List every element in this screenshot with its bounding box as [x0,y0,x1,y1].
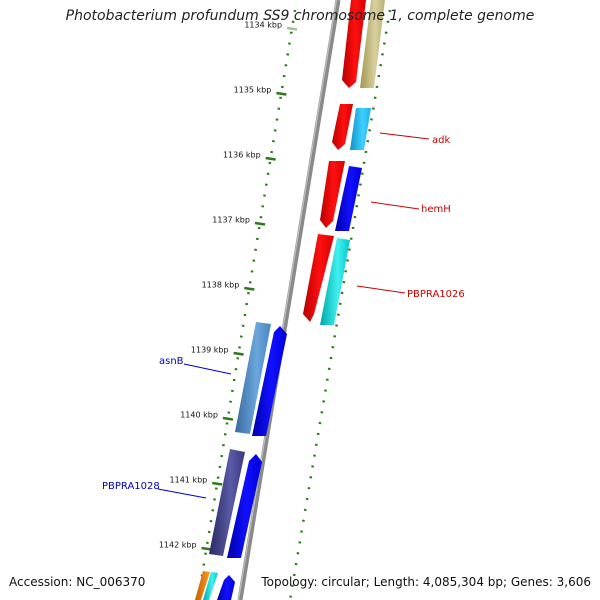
kbp-tick-labels: 1134 kbp 1135 kbp 1136 kbp 1137 kbp 1138 kbp… [159,21,282,550]
gene-label-hemH[interactable]: hemH [421,204,451,215]
kbp-tick [286,26,298,31]
chromosome-backbone [237,0,341,600]
gene-hemH[interactable] [320,161,345,228]
gene-block-hemH[interactable] [320,161,362,231]
gene-label-adk[interactable]: adk [432,135,450,146]
kbp-tick-label: 1137 kbp [212,216,250,225]
accession-text: Accession: NC_006370 [9,575,146,589]
gene-orange-bottom[interactable] [195,571,210,600]
kbp-tick-label: 1140 kbp [180,411,218,420]
gene-hemH-partner[interactable] [335,166,362,231]
leader-PBPRA1028 [157,488,207,499]
leader-hemH [370,201,420,210]
gene-blue-bottom[interactable] [217,575,235,600]
genome-title: Photobacterium profundum SS9 chromosome … [65,8,535,24]
kbp-tick [212,481,223,486]
gene-PBPRA1028-arrow[interactable] [227,454,262,558]
kbp-tick-label: 1135 kbp [234,86,272,95]
kbp-tick-label: 1141 kbp [170,476,208,485]
gene-PBPRA1026-partner[interactable] [320,238,350,325]
gene-label-PBPRA1026[interactable]: PBPRA1026 [407,289,465,300]
kbp-tick [265,156,276,161]
kbp-tick [276,91,287,96]
kbp-tick-label: 1138 kbp [202,281,240,290]
kbp-tick [201,546,212,551]
leader-PBPRA1026 [356,285,406,294]
right-dotted-guide [288,9,392,600]
gene-block-top[interactable] [342,0,385,88]
gene-teal-bottom[interactable] [203,572,218,600]
chromosome-backbone-highlight [237,0,338,600]
kbp-tick-label: 1142 kbp [159,541,197,550]
leader-adk [379,132,430,140]
gene-adk[interactable] [332,104,353,150]
gene-block-PBPRA1028[interactable] [209,449,262,558]
gene-label-PBPRA1028[interactable]: PBPRA1028 [102,481,160,492]
genome-summary-text: Topology: circular; Length: 4,085,304 bp… [261,575,591,589]
kbp-tick [222,416,234,421]
left-dotted-guide [196,9,297,600]
leader-asnB [183,363,232,375]
gene-red-top[interactable] [342,0,366,88]
gene-block-adk[interactable] [332,104,371,150]
kbp-tick [244,286,255,291]
kbp-tick-label: 1136 kbp [223,151,261,160]
kbp-tick-label: 1134 kbp [244,21,282,30]
gene-asnB-arrow[interactable] [252,326,287,436]
kbp-tick-marks [201,26,298,551]
gene-asnB[interactable] [235,322,271,434]
kbp-tick-label: 1139 kbp [191,346,229,355]
gene-block-bottom[interactable] [195,571,235,600]
kbp-tick [233,351,244,356]
gene-label-asnB[interactable]: asnB [159,356,184,367]
gene-PBPRA1028[interactable] [209,449,245,556]
gene-adk-partner[interactable] [350,108,371,150]
gene-PBPRA1026[interactable] [303,234,334,322]
gene-block-asnB[interactable] [235,322,287,436]
gene-olive-top[interactable] [360,0,385,88]
gene-block-PBPRA1026[interactable] [303,234,350,325]
kbp-tick [254,221,266,226]
